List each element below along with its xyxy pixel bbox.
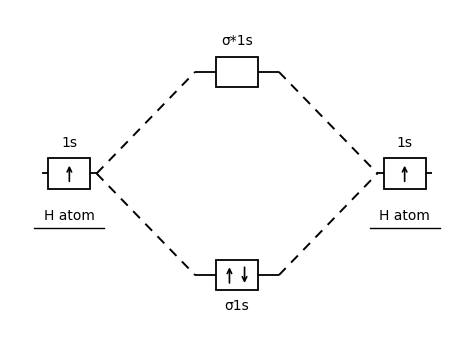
- Bar: [216, 57, 258, 87]
- Text: σ1s: σ1s: [225, 299, 249, 313]
- Bar: [216, 260, 258, 290]
- Text: H atom: H atom: [44, 209, 95, 223]
- Bar: [383, 158, 426, 189]
- Bar: [48, 158, 91, 189]
- Text: σ*1s: σ*1s: [221, 34, 253, 48]
- Text: H atom: H atom: [379, 209, 430, 223]
- Text: 1s: 1s: [397, 136, 413, 150]
- Text: 1s: 1s: [61, 136, 77, 150]
